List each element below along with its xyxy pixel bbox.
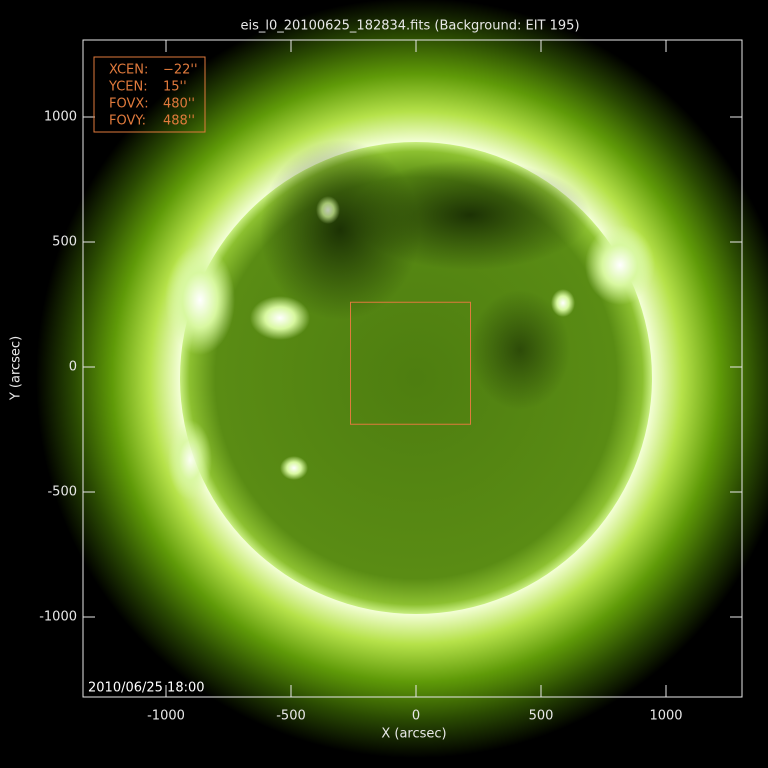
fov-group: XCEN: −22'' YCEN: 15'' FOVX: 480'' FOVY: 488''	[93, 56, 471, 425]
y-axis-label: Y (arcsec)	[9, 336, 24, 401]
fov-info-label: XCEN:	[109, 63, 148, 78]
fov-info-value: 480''	[163, 97, 195, 112]
fov-info-label: YCEN:	[108, 80, 148, 95]
fov-info-label: FOVX:	[109, 97, 149, 112]
solar-image	[36, 0, 768, 758]
x-tick-label: 0	[412, 709, 420, 724]
y-tick-label: 500	[52, 235, 77, 250]
axes: -1000 -500 0 500 1000 -1000 -500 0 500 1000	[39, 40, 742, 724]
x-tick-label: -1000	[147, 709, 185, 724]
chart-title: eis_l0_20100625_182834.fits (Background:…	[240, 19, 579, 34]
fov-box	[350, 301, 471, 425]
x-tick-label: 500	[529, 709, 554, 724]
y-tick-label: 1000	[44, 110, 77, 125]
y-tick-label: 0	[69, 360, 77, 375]
plot-frame	[82, 39, 743, 698]
x-axis-label: X (arcsec)	[381, 727, 446, 742]
x-tick-label: 1000	[649, 709, 682, 724]
x-tick-label: -500	[276, 709, 306, 724]
fov-info-box	[93, 56, 206, 133]
y-tick-label: -500	[47, 485, 77, 500]
y-tick-label: -1000	[39, 610, 77, 625]
fov-info-value: 15''	[163, 80, 187, 95]
timestamp: 2010/06/25 18:00	[88, 681, 205, 696]
fov-info-value: 488''	[163, 114, 195, 129]
fov-info-value: −22''	[163, 63, 198, 78]
fov-info-label: FOVY:	[109, 114, 146, 129]
